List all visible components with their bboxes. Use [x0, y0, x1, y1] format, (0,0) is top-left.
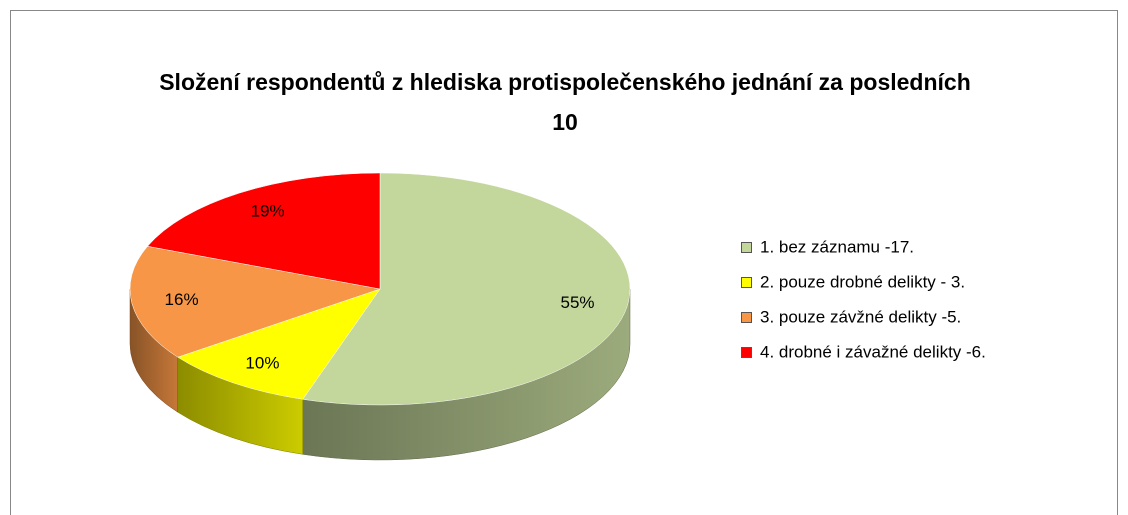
legend-label: 4. drobné i závažné delikty -6.: [760, 342, 986, 361]
data-label: 55%: [561, 293, 595, 312]
chart-title: Složení respondentů z hlediska protispol…: [159, 69, 971, 135]
legend-label: 3. pouze závžné delikty -5.: [760, 307, 961, 326]
data-label: 16%: [165, 290, 199, 309]
legend-label: 1. bez záznamu -17.: [760, 237, 914, 256]
pie-slice: [147, 172, 381, 290]
legend-swatch: [741, 347, 752, 358]
legend-swatch: [741, 277, 752, 288]
legend-swatch: [741, 312, 752, 323]
data-label: 19%: [251, 202, 285, 221]
legend-label: 2. pouze drobné delikty - 3.: [760, 272, 965, 291]
pie-slice: [129, 246, 381, 358]
pie-slice: [177, 288, 381, 400]
pie-slice: [302, 172, 631, 406]
legend-swatch: [741, 242, 752, 253]
data-label: 10%: [245, 354, 279, 373]
